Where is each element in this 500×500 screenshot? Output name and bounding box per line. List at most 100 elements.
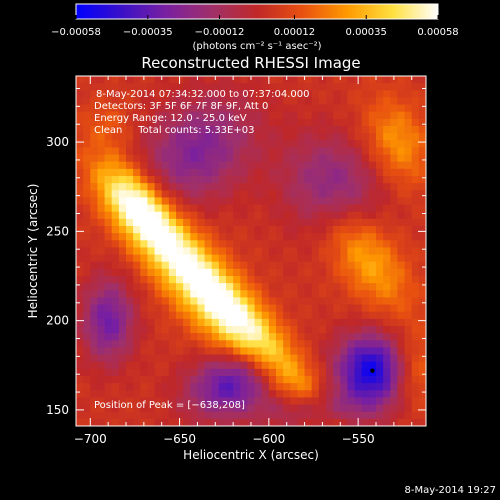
heatmap-cell: [247, 83, 256, 91]
heatmap-cell: [333, 218, 341, 227]
heatmap-cell: [361, 268, 370, 277]
heatmap-cell: [240, 204, 249, 213]
heatmap-cell: [361, 404, 370, 413]
heatmap-cell: [168, 376, 177, 384]
heatmap-cell: [397, 176, 406, 184]
heatmap-cell: [168, 276, 177, 284]
heatmap-cell: [211, 297, 220, 306]
heatmap-cell: [218, 326, 227, 334]
heatmap-cell: [126, 104, 134, 113]
heatmap-cell: [233, 347, 241, 356]
heatmap-cell: [204, 240, 213, 249]
heatmap-cell: [218, 404, 227, 413]
heatmap-cell: [247, 90, 256, 99]
heatmap-cell: [247, 283, 256, 291]
heatmap-cell: [97, 404, 106, 413]
heatmap-cell: [147, 404, 156, 413]
heatmap-cell: [140, 276, 149, 284]
heatmap-cell: [218, 254, 227, 263]
heatmap-cell: [397, 297, 406, 306]
heatmap-cell: [404, 304, 413, 313]
heatmap-cell: [218, 290, 227, 299]
heatmap-cell: [111, 290, 120, 299]
heatmap-cell: [290, 90, 299, 99]
heatmap-cell: [76, 311, 84, 320]
heatmap-cell: [247, 368, 256, 377]
heatmap-cell: [197, 240, 206, 249]
heatmap-cell: [183, 168, 191, 177]
heatmap-cell: [83, 83, 91, 91]
heatmap-cell: [97, 126, 106, 134]
heatmap-cell: [133, 383, 141, 391]
heatmap-cell: [90, 154, 99, 163]
heatmap-cell: [118, 183, 127, 191]
heatmap-cell: [183, 147, 191, 156]
heatmap-cell: [247, 404, 256, 413]
heatmap-cell: [140, 147, 149, 156]
heatmap-cell: [90, 90, 99, 99]
heatmap-cell: [240, 111, 249, 120]
heatmap-cell: [204, 97, 213, 106]
heatmap-cell: [276, 418, 284, 426]
heatmap-cell: [361, 304, 370, 313]
heatmap-cell: [326, 118, 334, 127]
heatmap-cell: [304, 361, 313, 370]
heatmap-cell: [97, 247, 106, 256]
heatmap-cell: [161, 90, 170, 99]
heatmap-cell: [404, 183, 413, 191]
heatmap-cell: [354, 276, 363, 284]
heatmap-cell: [90, 183, 99, 191]
heatmap-cell: [83, 376, 91, 384]
heatmap-cell: [140, 133, 149, 141]
heatmap-cell: [154, 311, 163, 320]
heatmap-cell: [126, 254, 134, 263]
heatmap-cell: [97, 268, 106, 277]
heatmap-cell: [304, 147, 313, 156]
heatmap-cell: [126, 411, 134, 420]
heatmap-cell: [376, 233, 384, 241]
heatmap-cell: [197, 390, 206, 399]
heatmap-cell: [397, 354, 406, 363]
heatmap-cell: [233, 140, 241, 149]
heatmap-cell: [418, 383, 426, 391]
heatmap-cell: [168, 390, 177, 399]
heatmap-cell: [411, 290, 420, 299]
heatmap-cell: [197, 133, 206, 141]
heatmap-cell: [361, 118, 370, 127]
heatmap-cell: [268, 418, 277, 426]
heatmap-cell: [297, 218, 306, 227]
heatmap-cell: [147, 383, 156, 391]
heatmap-cell: [397, 368, 406, 377]
heatmap-cell: [183, 140, 191, 149]
heatmap-cell: [347, 383, 356, 391]
heatmap-cell: [326, 418, 334, 426]
heatmap-cell: [240, 376, 249, 384]
annotation-energy-range: Energy Range: 12.0 - 25.0 keV: [94, 113, 247, 124]
heatmap-cell: [368, 297, 377, 306]
heatmap-cell: [347, 83, 356, 91]
heatmap-cell: [168, 111, 177, 120]
heatmap-cell: [418, 240, 426, 249]
heatmap-cell: [247, 133, 256, 141]
heatmap-cell: [233, 318, 241, 327]
heatmap-cell: [418, 83, 426, 91]
heatmap-cell: [218, 376, 227, 384]
heatmap-cell: [90, 326, 99, 334]
heatmap-cell: [283, 297, 291, 306]
heatmap-cell: [204, 311, 213, 320]
heatmap-cell: [311, 240, 320, 249]
heatmap-cell: [368, 161, 377, 170]
heatmap-cell: [318, 97, 327, 106]
heatmap-cell: [126, 140, 134, 149]
heatmap-cell: [90, 76, 99, 84]
heatmap-cell: [411, 311, 420, 320]
heatmap-cell: [111, 211, 120, 220]
heatmap-cell: [347, 397, 356, 406]
heatmap-cell: [176, 297, 184, 306]
heatmap-cell: [347, 290, 356, 299]
heatmap-cell: [347, 104, 356, 113]
heatmap-cell: [397, 76, 406, 84]
heatmap-cell: [397, 161, 406, 170]
heatmap-cell: [311, 161, 320, 170]
heatmap-cell: [190, 340, 199, 349]
